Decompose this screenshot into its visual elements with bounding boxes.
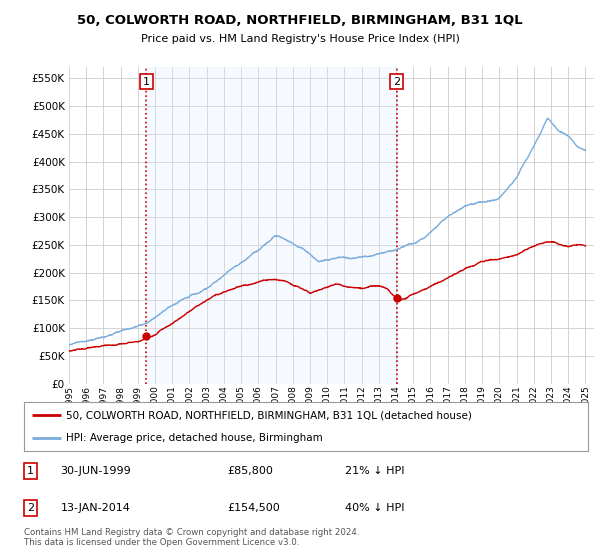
Text: 30-JUN-1999: 30-JUN-1999 xyxy=(61,466,131,476)
Text: 50, COLWORTH ROAD, NORTHFIELD, BIRMINGHAM, B31 1QL (detached house): 50, COLWORTH ROAD, NORTHFIELD, BIRMINGHA… xyxy=(66,410,472,421)
Text: 21% ↓ HPI: 21% ↓ HPI xyxy=(346,466,405,476)
Text: 2: 2 xyxy=(27,503,34,513)
Text: 50, COLWORTH ROAD, NORTHFIELD, BIRMINGHAM, B31 1QL: 50, COLWORTH ROAD, NORTHFIELD, BIRMINGHA… xyxy=(77,14,523,27)
Bar xyxy=(146,67,397,384)
Text: HPI: Average price, detached house, Birmingham: HPI: Average price, detached house, Birm… xyxy=(66,433,323,444)
Text: Price paid vs. HM Land Registry's House Price Index (HPI): Price paid vs. HM Land Registry's House … xyxy=(140,34,460,44)
Text: Contains HM Land Registry data © Crown copyright and database right 2024.
This d: Contains HM Land Registry data © Crown c… xyxy=(24,528,359,548)
Text: 1: 1 xyxy=(27,466,34,476)
Text: £154,500: £154,500 xyxy=(227,503,280,513)
Text: 13-JAN-2014: 13-JAN-2014 xyxy=(61,503,131,513)
Text: 40% ↓ HPI: 40% ↓ HPI xyxy=(346,503,405,513)
Text: 2: 2 xyxy=(393,77,400,87)
Text: £85,800: £85,800 xyxy=(227,466,273,476)
Text: 1: 1 xyxy=(143,77,150,87)
